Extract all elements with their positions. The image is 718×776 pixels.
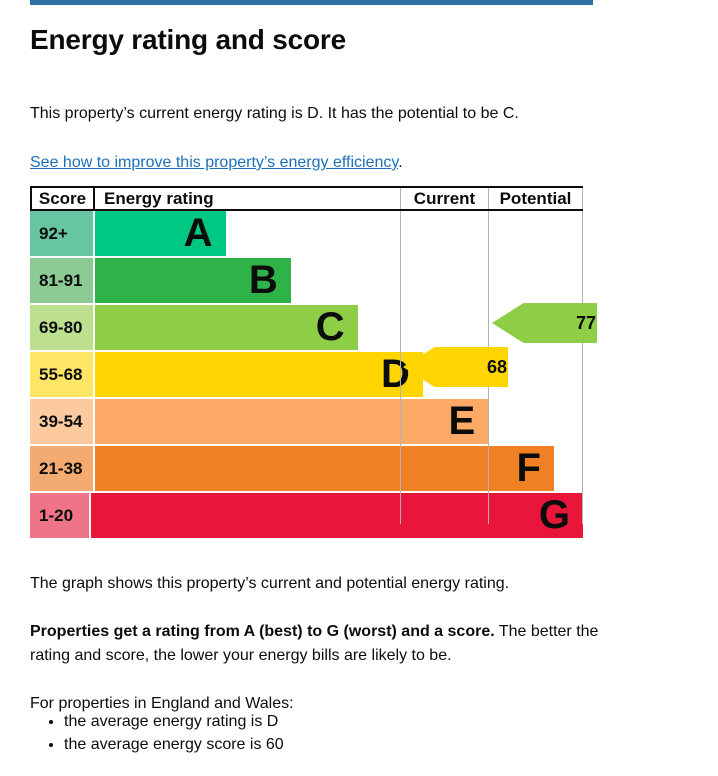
chart-right-border	[582, 211, 583, 524]
band-row-c: 69-80 C	[30, 305, 583, 352]
chart-body: 92+ A 81-91 B 69-80 C 55-68 D 39-54 E 21…	[30, 211, 583, 538]
score-cell-c: 69-80	[30, 305, 95, 350]
list-item-average-rating: the average energy rating is D	[64, 710, 284, 733]
chart-header-score: Score	[30, 188, 95, 209]
rating-bar-e: E	[95, 399, 489, 444]
improve-link-line: See how to improve this property’s energ…	[30, 151, 403, 175]
link-period: .	[398, 154, 403, 171]
average-stats-list: the average energy rating is D the avera…	[30, 710, 284, 756]
rating-bar-d: D	[95, 352, 423, 397]
chart-header-potential: Potential	[488, 188, 583, 209]
rating-bar-f: F	[95, 446, 554, 491]
potential-score-value: 77	[576, 312, 597, 333]
band-row-g: 1-20 G	[30, 493, 583, 538]
potential-rating-letter: C	[605, 312, 619, 333]
intro-text: This property’s current energy rating is…	[30, 105, 519, 122]
rating-explanation-bold: Properties get a rating from A (best) to…	[30, 623, 495, 640]
score-cell-b: 81-91	[30, 258, 95, 303]
score-cell-e: 39-54	[30, 399, 95, 444]
score-cell-g: 1-20	[30, 493, 92, 538]
chart-header-rating: Energy rating	[104, 189, 214, 208]
current-score-value: 68	[487, 356, 508, 377]
chart-caption: The graph shows this property’s current …	[30, 575, 510, 592]
section-accent-bar	[30, 0, 593, 5]
score-cell-a: 92+	[30, 211, 95, 256]
band-row-d: 55-68 D	[30, 352, 583, 399]
rating-bar-g: G	[91, 493, 583, 538]
band-row-e: 39-54 E	[30, 399, 583, 446]
region-heading: For properties in England and Wales:	[30, 695, 294, 712]
band-row-a: 92+ A	[30, 211, 583, 258]
rating-explanation: Properties get a rating from A (best) to…	[30, 620, 615, 668]
improve-efficiency-link[interactable]: See how to improve this property’s energ…	[30, 154, 399, 171]
chart-header-current: Current	[400, 188, 488, 209]
column-divider-current	[400, 211, 401, 524]
list-item-average-score: the average energy score is 60	[64, 733, 284, 756]
page-title: Energy rating and score	[30, 24, 346, 55]
rating-bar-c: C	[95, 305, 358, 350]
band-row-b: 81-91 B	[30, 258, 583, 305]
band-row-f: 21-38 F	[30, 446, 583, 493]
score-cell-f: 21-38	[30, 446, 95, 491]
epc-rating-chart: Score Energy rating Current Potential 92…	[30, 186, 598, 538]
rating-bar-b: B	[95, 258, 291, 303]
chart-header-row: Score Energy rating Current Potential	[30, 186, 583, 211]
rating-bar-a: A	[95, 211, 226, 256]
score-cell-d: 55-68	[30, 352, 95, 397]
rating-explanation-rest: The better the rating and score, the low…	[30, 623, 599, 664]
